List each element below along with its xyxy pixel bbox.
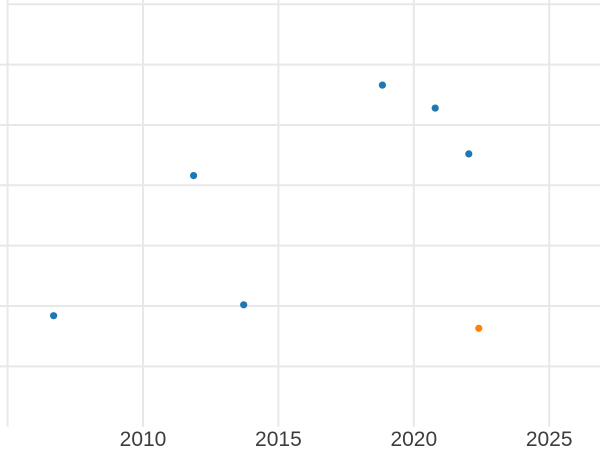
x-axis-tick-label: 2020 [390, 428, 437, 450]
series-blue-point [431, 104, 439, 112]
series-blue-point [50, 312, 58, 320]
series-blue-point [190, 172, 198, 180]
x-axis-tick-label: 2015 [255, 428, 302, 450]
vertical-gridlines [6, 0, 551, 427]
series-blue-point [240, 301, 248, 309]
horizontal-gridlines [0, 3, 600, 368]
x-axis-tick-labels: 2010 2015 2020 2025 [120, 428, 573, 450]
x-axis-tick-label: 2025 [526, 428, 573, 450]
series-blue-point [465, 150, 473, 158]
series-blue-point [378, 81, 386, 89]
x-axis-tick-label: 2010 [120, 428, 167, 450]
series-orange-point [475, 324, 483, 332]
data-points [50, 81, 483, 332]
